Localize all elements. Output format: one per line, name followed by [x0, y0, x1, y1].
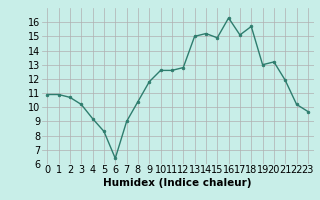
X-axis label: Humidex (Indice chaleur): Humidex (Indice chaleur) [103, 178, 252, 188]
